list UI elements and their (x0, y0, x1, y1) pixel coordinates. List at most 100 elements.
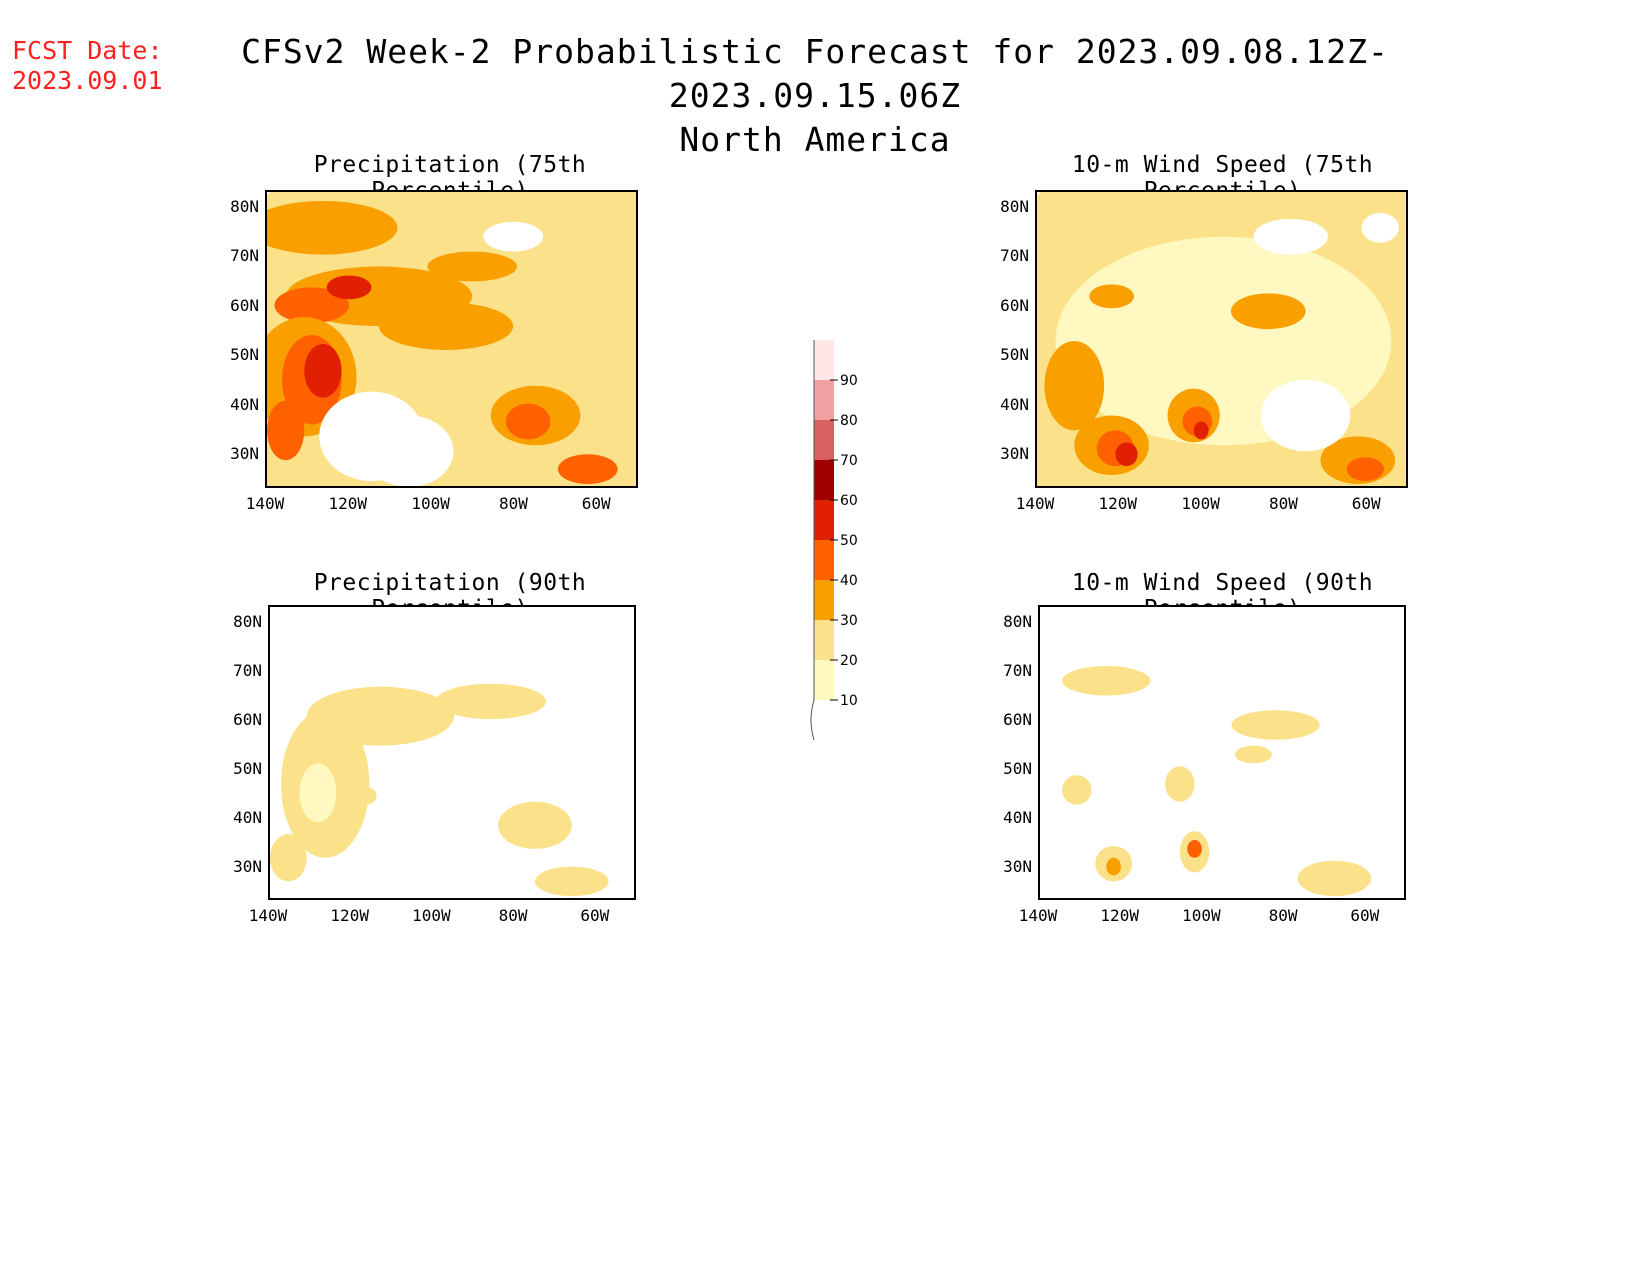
map-canvas (1040, 607, 1406, 900)
probability-shading (378, 302, 514, 350)
colorbar-level-label: 50 (840, 533, 858, 549)
probability-shading (435, 683, 546, 720)
longitude-tick-label: 100W (411, 494, 450, 513)
probability-shading (304, 343, 342, 398)
probability-shading (1165, 766, 1195, 802)
coastline (1037, 198, 1406, 488)
latitude-tick-label: 80N (230, 197, 259, 216)
probability-shading (1346, 457, 1384, 482)
probability-shading (1089, 284, 1134, 309)
longitude-tick-label: 60W (580, 906, 610, 925)
colorbar-outline (810, 340, 815, 740)
probability-shading (1062, 775, 1092, 805)
forecast-date-block: FCST Date: 2023.09.01 (12, 36, 163, 96)
probability-shading (1062, 666, 1151, 696)
latitude-tick-label: 50N (1000, 345, 1029, 365)
colorbar-level-label: 20 (840, 653, 858, 669)
probability-shading (483, 221, 544, 252)
longitude-tick-label: 80W (498, 494, 528, 513)
probability-shading (1297, 860, 1372, 897)
latitude-tick-label: 80N (1000, 197, 1029, 216)
longitude-tick-label: 60W (1350, 906, 1380, 925)
colorbar-level-label: 30 (840, 613, 858, 629)
probability-shading (1230, 293, 1306, 330)
latitude-tick-label: 70N (1000, 246, 1029, 266)
latitude-tick-label: 30N (233, 856, 262, 876)
colorbar-level-label: 70 (840, 453, 858, 469)
latitude-tick-label: 40N (230, 394, 259, 414)
probability-shading (267, 200, 398, 255)
probability-shading (354, 786, 377, 805)
longitude-tick-label: 140W (245, 494, 285, 513)
map-wind-90 (1038, 605, 1406, 900)
probability-shading (1106, 857, 1121, 876)
latitude-tick-label: 60N (1003, 709, 1032, 729)
colorbar-level-label: 60 (840, 493, 858, 509)
longitude-tick-label: 100W (1182, 906, 1221, 925)
latitude-tick-label: 60N (230, 295, 259, 315)
longitude-tick-label: 120W (330, 906, 369, 925)
latitude-tick-label: 40N (1000, 394, 1029, 414)
probability-shading (363, 415, 454, 486)
latitude-tick-label: 30N (1000, 444, 1029, 464)
longitude-tick-label: 80W (1268, 906, 1298, 925)
probability-shading (274, 287, 350, 324)
colorbar-level-label: 90 (840, 373, 858, 389)
longitude-tick-label: 100W (412, 906, 451, 925)
map-canvas (267, 192, 636, 486)
longitude-tick-label: 60W (1351, 494, 1381, 513)
colorbar-level-label: 40 (840, 573, 858, 589)
probability-shading (557, 454, 618, 485)
probability-shading (534, 866, 609, 897)
longitude-tick-label: 120W (328, 494, 368, 513)
longitude-tick-label: 140W (1015, 494, 1055, 513)
probability-shading (1361, 212, 1399, 243)
colorbar-level-label: 10 (840, 693, 858, 709)
longitude-tick-label: 140W (248, 906, 288, 925)
latitude-tick-label: 50N (233, 758, 262, 778)
latitude-tick-label: 80N (233, 612, 262, 631)
colorbar-segment (814, 420, 834, 460)
probability-shading (299, 763, 337, 823)
probability-shading (1231, 710, 1320, 740)
colorbar-segment (814, 660, 834, 700)
probability-shading (1193, 421, 1209, 440)
map-precip-90 (268, 605, 636, 900)
colorbar-segment (814, 380, 834, 420)
map-canvas (1037, 192, 1406, 488)
colorbar-segment (814, 500, 834, 540)
map-canvas (270, 607, 636, 900)
colorbar: 10 20 30 40 50 60 70 80 90 (810, 340, 858, 740)
page-title: CFSv2 Week-2 Probabilistic Forecast for … (241, 32, 1389, 115)
colorbar-segment (814, 620, 834, 660)
latitude-tick-label: 70N (1003, 660, 1032, 680)
probability-shading (1044, 341, 1105, 431)
map-precip-75 (265, 190, 638, 488)
coastline (270, 613, 634, 900)
probability-shading (1260, 379, 1351, 452)
longitude-tick-label: 140W (1018, 906, 1058, 925)
longitude-tick-label: 80W (498, 906, 528, 925)
longitude-tick-label: 120W (1100, 906, 1139, 925)
colorbar-segment (814, 580, 834, 620)
longitude-tick-label: 80W (1268, 494, 1298, 513)
longitude-tick-label: 100W (1181, 494, 1220, 513)
probability-shading (306, 686, 454, 746)
longitude-tick-label: 120W (1098, 494, 1138, 513)
longitude-tick-label: 60W (581, 494, 611, 513)
latitude-tick-label: 80N (1003, 612, 1032, 631)
probability-shading (498, 801, 572, 849)
latitude-tick-label: 40N (233, 807, 262, 827)
latitude-tick-label: 50N (1003, 758, 1032, 778)
probability-shading (505, 403, 551, 440)
forecast-date-value: 2023.09.01 (12, 66, 163, 95)
latitude-tick-label: 70N (233, 660, 262, 680)
coastline (1040, 613, 1404, 900)
probability-shading (1235, 745, 1272, 764)
latitude-tick-label: 30N (1003, 856, 1032, 876)
latitude-tick-label: 60N (1000, 295, 1029, 315)
map-wind-75 (1035, 190, 1408, 488)
probability-shading (267, 400, 305, 461)
latitude-tick-label: 60N (233, 709, 262, 729)
forecast-date-label: FCST Date: (12, 36, 163, 65)
